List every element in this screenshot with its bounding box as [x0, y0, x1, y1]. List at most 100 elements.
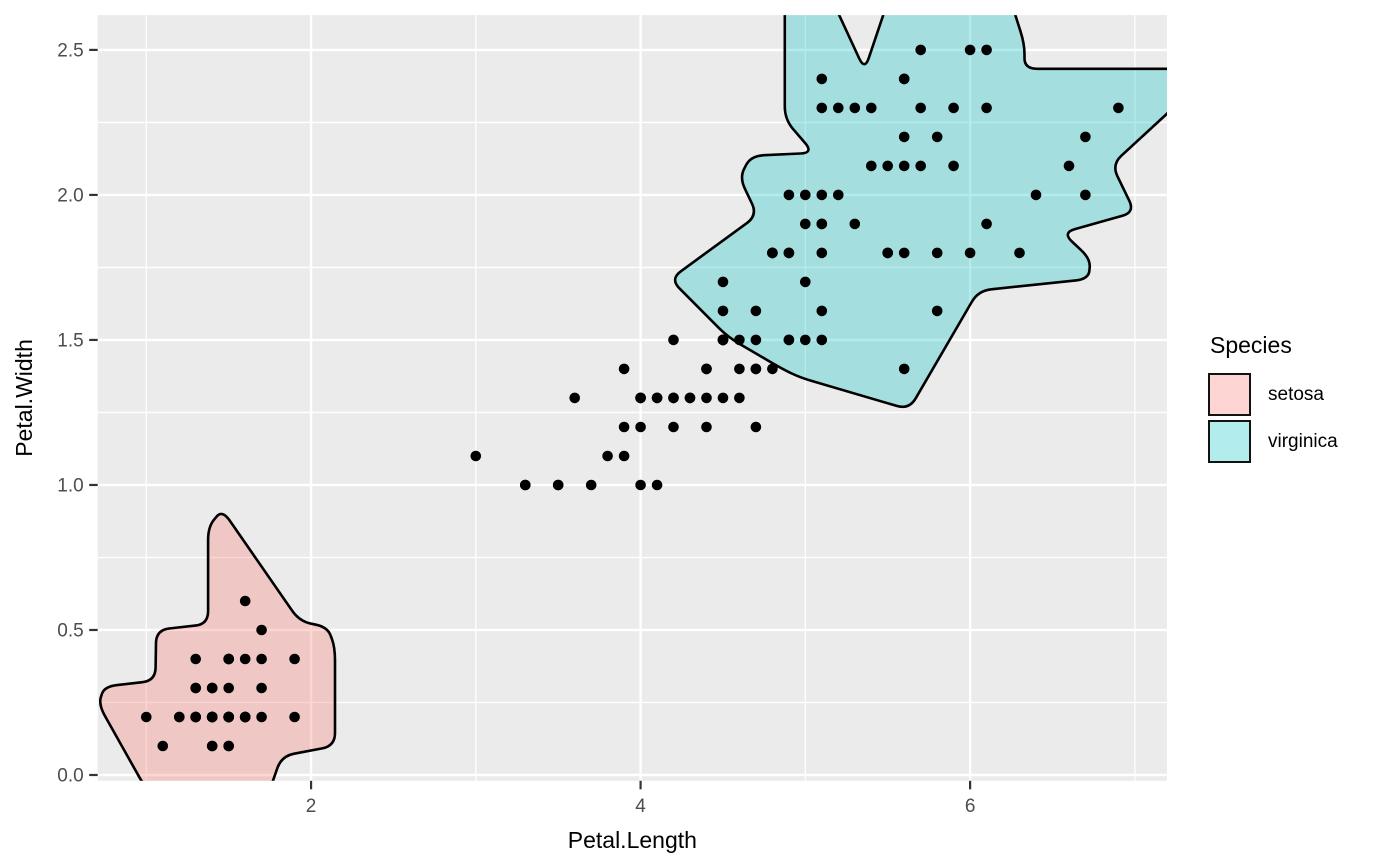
- point-virginica: [931, 305, 943, 317]
- point-setosa: [223, 653, 234, 665]
- point-versicolor: [651, 392, 663, 404]
- point-setosa: [239, 653, 251, 665]
- axis-tick-marks: [89, 48, 972, 790]
- point-versicolor: [734, 334, 745, 346]
- point-virginica: [915, 160, 926, 172]
- point-versicolor: [701, 392, 712, 404]
- point-virginica: [1113, 102, 1124, 114]
- point-setosa: [289, 711, 300, 723]
- point-versicolor: [651, 479, 663, 491]
- point-virginica: [898, 363, 910, 375]
- point-virginica: [816, 218, 828, 230]
- point-setosa: [206, 740, 218, 752]
- point-versicolor: [635, 392, 646, 404]
- point-setosa: [157, 740, 169, 752]
- point-versicolor: [750, 363, 762, 375]
- point-virginica: [866, 160, 877, 172]
- point-virginica: [816, 334, 828, 346]
- data-points: [141, 44, 1124, 752]
- point-versicolor: [585, 479, 597, 491]
- legend-entry-setosa: setosa: [1208, 372, 1338, 417]
- point-versicolor: [701, 363, 712, 375]
- point-virginica: [898, 247, 910, 259]
- point-virginica: [981, 218, 992, 230]
- point-virginica: [1030, 189, 1042, 201]
- point-versicolor: [668, 392, 679, 404]
- hull-regions: [98, 15, 1168, 781]
- point-virginica: [783, 189, 795, 201]
- y-tick-label: 0.5: [57, 620, 83, 641]
- point-versicolor: [618, 450, 630, 462]
- point-virginica: [898, 73, 910, 85]
- x-axis-title: Petal.Length: [568, 827, 697, 853]
- point-virginica: [833, 189, 844, 201]
- point-versicolor: [767, 363, 778, 375]
- y-tick-label: 0.0: [57, 765, 83, 786]
- point-setosa: [190, 653, 201, 665]
- point-virginica: [1063, 160, 1075, 172]
- point-setosa: [256, 711, 267, 723]
- x-tick-label: 6: [965, 796, 976, 817]
- point-virginica: [882, 160, 893, 172]
- point-versicolor: [717, 334, 729, 346]
- point-virginica: [816, 247, 828, 259]
- point-versicolor: [635, 479, 646, 491]
- legend-title: Species: [1210, 332, 1292, 358]
- point-versicolor: [734, 392, 745, 404]
- legend-key-setosa-swatch: [1208, 373, 1251, 416]
- point-versicolor: [750, 334, 762, 346]
- point-setosa: [289, 653, 300, 665]
- point-virginica: [1080, 131, 1091, 143]
- point-versicolor: [520, 479, 531, 491]
- point-versicolor: [717, 305, 729, 317]
- point-versicolor: [668, 421, 679, 433]
- point-virginica: [800, 218, 811, 230]
- y-tick-label: 2.5: [57, 40, 83, 61]
- point-virginica: [800, 334, 811, 346]
- point-virginica: [800, 189, 811, 201]
- point-virginica: [717, 276, 729, 288]
- point-virginica: [849, 218, 861, 230]
- point-virginica: [1080, 189, 1091, 201]
- point-virginica: [964, 247, 976, 259]
- point-setosa: [256, 653, 267, 665]
- point-versicolor: [750, 421, 762, 433]
- y-axis-title: Petal.Width: [11, 339, 37, 457]
- point-setosa: [223, 711, 234, 723]
- point-virginica: [767, 247, 778, 259]
- point-setosa: [239, 595, 251, 607]
- point-versicolor: [618, 421, 630, 433]
- point-virginica: [898, 131, 910, 143]
- setosa-hull-region: [98, 512, 337, 781]
- x-tick-label: 4: [635, 796, 646, 817]
- point-setosa: [206, 682, 218, 694]
- virginica-hull-region: [673, 15, 1168, 409]
- point-setosa: [239, 711, 251, 723]
- point-versicolor: [635, 421, 646, 433]
- point-virginica: [898, 160, 910, 172]
- x-tick-label: 2: [306, 796, 317, 817]
- point-versicolor: [701, 421, 712, 433]
- point-virginica: [981, 44, 992, 56]
- point-setosa: [174, 711, 185, 723]
- legend-key-virginica-swatch: [1208, 420, 1251, 463]
- legend-entry-virginica: virginica: [1208, 419, 1338, 464]
- point-setosa: [223, 740, 234, 752]
- point-setosa: [223, 682, 234, 694]
- point-versicolor: [668, 334, 679, 346]
- point-versicolor: [569, 392, 580, 404]
- point-virginica: [783, 247, 795, 259]
- point-setosa: [141, 711, 152, 723]
- point-versicolor: [800, 276, 811, 288]
- y-tick-label: 1.0: [57, 475, 83, 496]
- y-tick-label: 2.0: [57, 185, 83, 206]
- point-virginica: [816, 73, 828, 85]
- point-versicolor: [618, 363, 630, 375]
- point-virginica: [981, 102, 992, 114]
- point-virginica: [833, 102, 844, 114]
- point-virginica: [931, 247, 943, 259]
- point-virginica: [882, 247, 893, 259]
- point-setosa: [206, 711, 218, 723]
- legend-label-setosa: setosa: [1268, 383, 1324, 405]
